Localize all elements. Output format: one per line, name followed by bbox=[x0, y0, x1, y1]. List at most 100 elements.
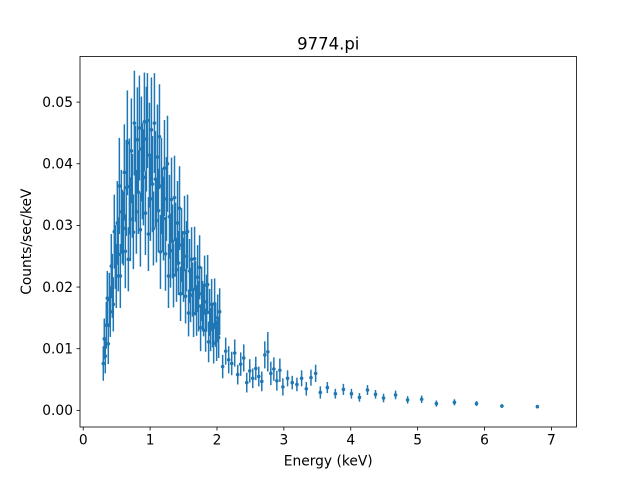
data-point bbox=[115, 221, 120, 225]
data-point bbox=[114, 274, 119, 278]
data-point bbox=[128, 217, 133, 222]
data-point bbox=[357, 395, 362, 400]
data-point bbox=[196, 304, 201, 308]
data-point bbox=[161, 216, 166, 221]
data-point bbox=[147, 153, 152, 157]
data-point bbox=[269, 371, 273, 376]
data-point bbox=[253, 366, 258, 371]
data-point bbox=[215, 316, 220, 320]
data-point bbox=[500, 404, 504, 408]
data-point bbox=[181, 268, 186, 272]
data-point bbox=[172, 195, 177, 200]
data-point bbox=[107, 298, 112, 302]
data-point bbox=[119, 210, 124, 214]
data-point bbox=[232, 351, 237, 355]
x-tick-label: 5 bbox=[413, 433, 422, 449]
plot-content: 0 1 2 3 4 5 6 7 0.00 0.01 0.02 0.03 0.04 0.05 bbox=[42, 70, 556, 449]
data-point bbox=[146, 232, 151, 236]
data-point bbox=[349, 391, 354, 396]
data-point bbox=[109, 264, 114, 268]
data-point bbox=[210, 324, 215, 328]
y-tick-label: 0.01 bbox=[42, 342, 73, 358]
data-point bbox=[156, 208, 161, 213]
data-point bbox=[313, 371, 318, 376]
x-axis-ticks: 0 1 2 3 4 5 6 7 bbox=[79, 427, 556, 449]
data-point bbox=[143, 211, 148, 215]
data-point bbox=[229, 361, 234, 366]
data-point bbox=[149, 128, 154, 132]
data-point bbox=[211, 341, 216, 345]
data-point bbox=[151, 226, 156, 231]
data-point bbox=[174, 268, 179, 272]
data-point bbox=[281, 385, 285, 389]
data-point bbox=[333, 391, 338, 396]
data-point bbox=[111, 302, 116, 307]
data-point bbox=[187, 269, 192, 273]
data-point bbox=[189, 257, 194, 262]
data-point bbox=[204, 300, 209, 304]
data-point bbox=[188, 293, 193, 297]
data-point bbox=[183, 294, 188, 299]
data-point bbox=[136, 190, 141, 194]
data-point bbox=[373, 392, 378, 397]
data-point bbox=[304, 386, 309, 391]
data-point bbox=[162, 166, 167, 170]
data-point bbox=[272, 367, 276, 371]
data-point bbox=[169, 197, 174, 202]
data-point bbox=[122, 170, 127, 175]
data-point bbox=[165, 161, 170, 166]
data-point bbox=[434, 401, 439, 406]
data-point bbox=[170, 239, 175, 244]
data-point bbox=[217, 309, 222, 314]
data-point bbox=[113, 255, 118, 259]
data-point bbox=[212, 301, 217, 306]
data-point bbox=[118, 274, 123, 278]
data-point bbox=[158, 250, 163, 254]
y-axis-label: Counts/sec/keV bbox=[19, 188, 35, 295]
data-point bbox=[200, 304, 205, 308]
data-point bbox=[203, 328, 208, 333]
data-point bbox=[199, 292, 204, 296]
data-point bbox=[168, 248, 173, 253]
data-point bbox=[121, 226, 126, 231]
data-point bbox=[173, 237, 178, 242]
data-point bbox=[182, 231, 187, 235]
data-point bbox=[256, 374, 261, 379]
data-point bbox=[260, 379, 264, 384]
data-point bbox=[201, 309, 206, 313]
data-point bbox=[139, 147, 144, 151]
data-point bbox=[135, 137, 140, 142]
x-axis-label: Energy (keV) bbox=[284, 454, 373, 470]
data-point bbox=[140, 169, 145, 173]
data-point bbox=[195, 275, 200, 280]
x-tick-label: 0 bbox=[79, 433, 88, 449]
data-point bbox=[318, 390, 323, 395]
data-point bbox=[176, 261, 181, 265]
y-tick-label: 0.00 bbox=[42, 403, 73, 419]
data-point bbox=[153, 177, 158, 181]
y-axis-ticks: 0.00 0.01 0.02 0.03 0.04 0.05 bbox=[42, 95, 80, 419]
data-point bbox=[178, 292, 183, 296]
data-point bbox=[152, 121, 157, 125]
data-point bbox=[179, 243, 184, 247]
data-point bbox=[159, 184, 164, 188]
data-point bbox=[138, 227, 143, 232]
data-point bbox=[154, 218, 159, 223]
data-point bbox=[198, 325, 203, 330]
data-point bbox=[266, 349, 270, 354]
data-point bbox=[145, 118, 150, 123]
data-point bbox=[244, 380, 249, 385]
data-point bbox=[226, 358, 231, 362]
data-point bbox=[102, 337, 107, 341]
data-point bbox=[117, 184, 122, 188]
data-point bbox=[197, 265, 202, 270]
x-tick-label: 6 bbox=[480, 433, 489, 449]
data-point bbox=[238, 362, 243, 366]
data-point bbox=[393, 393, 398, 397]
data-point bbox=[104, 323, 109, 328]
data-point bbox=[142, 120, 147, 124]
data-point bbox=[341, 387, 346, 392]
data-point bbox=[535, 404, 540, 409]
